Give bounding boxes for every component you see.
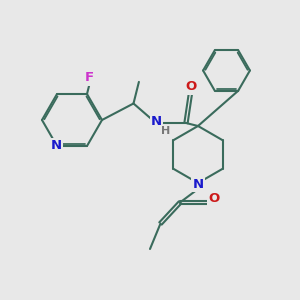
- Text: O: O: [185, 80, 196, 94]
- Text: H: H: [161, 126, 170, 136]
- Text: O: O: [208, 192, 219, 206]
- Text: F: F: [85, 71, 94, 84]
- Text: N: N: [51, 140, 62, 152]
- Text: N: N: [192, 178, 204, 191]
- Text: N: N: [151, 115, 162, 128]
